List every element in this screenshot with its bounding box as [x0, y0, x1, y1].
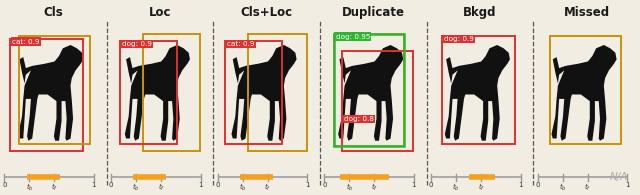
Text: $t_f$: $t_f$ — [584, 182, 591, 193]
PathPatch shape — [18, 45, 83, 141]
PathPatch shape — [338, 45, 403, 141]
Text: 1: 1 — [198, 182, 203, 188]
Text: $t_f$: $t_f$ — [51, 182, 58, 193]
Text: dog: 0.9: dog: 0.9 — [444, 36, 474, 42]
Bar — [550, 36, 621, 144]
Text: $t_f$: $t_f$ — [371, 182, 378, 193]
Bar — [10, 38, 83, 151]
Text: 1: 1 — [92, 182, 96, 188]
Text: 1: 1 — [518, 182, 523, 188]
Bar — [333, 34, 404, 146]
Text: $t_b$: $t_b$ — [132, 182, 140, 193]
Text: $t_b$: $t_b$ — [26, 182, 33, 193]
Text: Cls+Loc: Cls+Loc — [241, 6, 292, 19]
Bar — [120, 41, 177, 144]
Text: dog: 0.9: dog: 0.9 — [122, 41, 152, 47]
Text: 1: 1 — [305, 182, 310, 188]
PathPatch shape — [232, 45, 296, 141]
Text: 0: 0 — [2, 182, 6, 188]
Text: $t_b$: $t_b$ — [239, 182, 246, 193]
Text: Duplicate: Duplicate — [342, 6, 405, 19]
Text: Bkgd: Bkgd — [463, 6, 497, 19]
Bar — [333, 34, 404, 146]
Text: 0: 0 — [429, 182, 433, 188]
Bar — [225, 41, 282, 144]
Text: cat: 0.9: cat: 0.9 — [12, 38, 40, 44]
Text: $t_b$: $t_b$ — [559, 182, 566, 193]
Text: $t_b$: $t_b$ — [346, 182, 353, 193]
Text: cat: 0.9: cat: 0.9 — [227, 41, 255, 47]
Text: 1: 1 — [412, 182, 416, 188]
Bar — [19, 36, 90, 144]
Bar — [143, 34, 200, 151]
Text: 0: 0 — [109, 182, 113, 188]
Text: $t_b$: $t_b$ — [452, 182, 460, 193]
Text: Loc: Loc — [148, 6, 172, 19]
Text: Cls: Cls — [44, 6, 63, 19]
Text: $t_f$: $t_f$ — [477, 182, 484, 193]
PathPatch shape — [552, 45, 616, 141]
Text: dog: 0.95: dog: 0.95 — [335, 34, 370, 40]
Text: 0: 0 — [535, 182, 540, 188]
Bar — [248, 34, 307, 151]
Text: 0: 0 — [322, 182, 326, 188]
Text: N/A: N/A — [610, 172, 628, 182]
Text: dog: 0.8: dog: 0.8 — [344, 116, 374, 122]
Bar — [342, 51, 413, 151]
PathPatch shape — [445, 45, 510, 141]
Text: 1: 1 — [625, 182, 630, 188]
Text: 0: 0 — [215, 182, 220, 188]
Text: $t_f$: $t_f$ — [157, 182, 164, 193]
PathPatch shape — [125, 45, 190, 141]
Text: $t_f$: $t_f$ — [264, 182, 271, 193]
Bar — [442, 36, 515, 144]
Text: Missed: Missed — [564, 6, 610, 19]
